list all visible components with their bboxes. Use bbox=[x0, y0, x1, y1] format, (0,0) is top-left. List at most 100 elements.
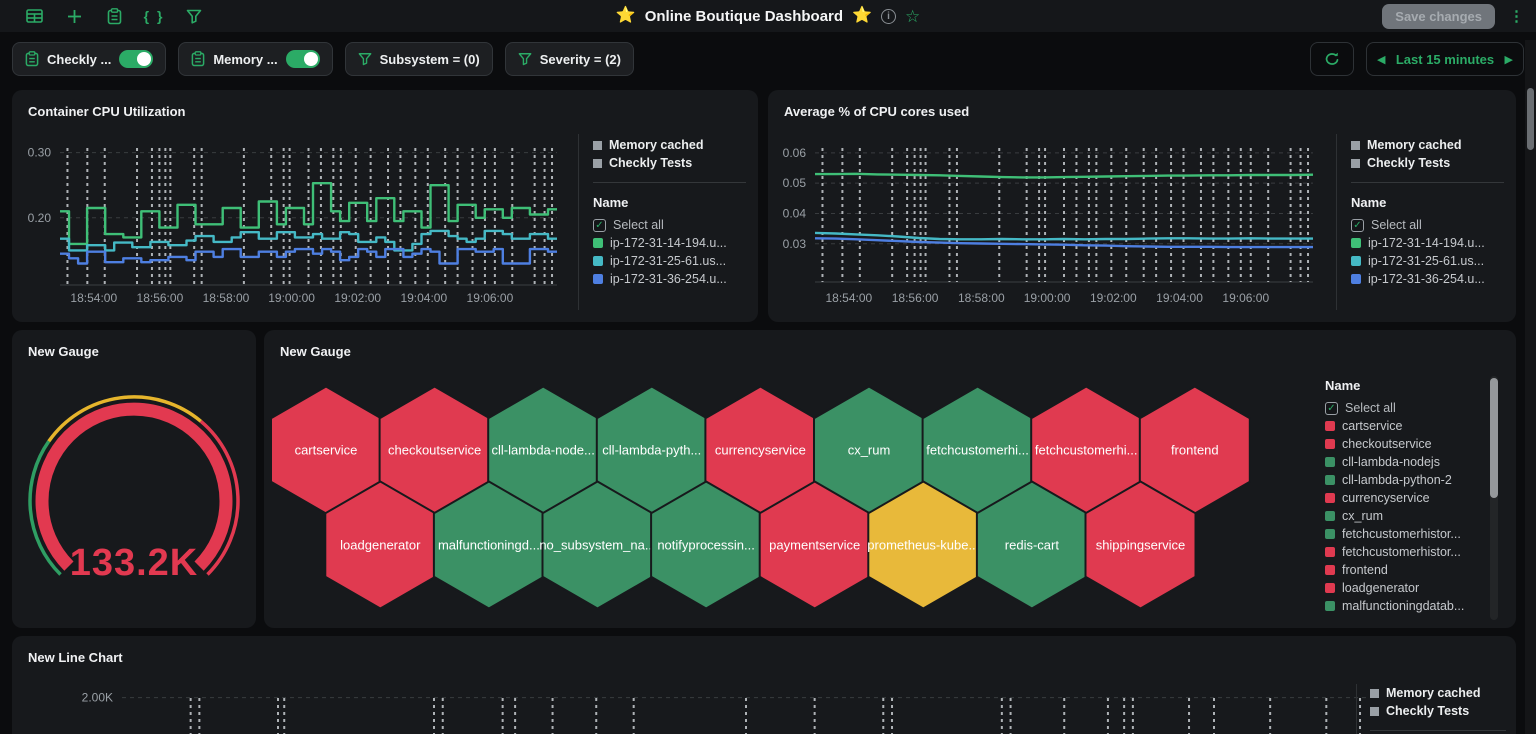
series-legend-item[interactable]: cll-lambda-python-2 bbox=[1325, 471, 1487, 489]
select-all-checkbox[interactable]: ✓ bbox=[1325, 401, 1338, 415]
chip-severity-filter[interactable]: Severity = (2) bbox=[504, 42, 634, 76]
series-legend-item[interactable]: ip-172-31-14-194.u... bbox=[1351, 234, 1504, 252]
annotation-legend: Memory cached Checkly Tests bbox=[1351, 136, 1504, 172]
select-all-checkbox[interactable]: ✓ bbox=[1351, 218, 1364, 232]
series-legend-item[interactable]: cll-lambda-nodejs bbox=[1325, 453, 1487, 471]
y-tick-label: 0.30 bbox=[28, 146, 52, 160]
panel-title: New Line Chart bbox=[28, 650, 123, 665]
annotation-legend-item[interactable]: Memory cached bbox=[1351, 136, 1504, 154]
chip-label: Checkly ... bbox=[47, 51, 112, 67]
time-forward-arrow[interactable]: ▶ bbox=[1504, 53, 1513, 66]
series-legend: ip-172-31-14-194.u... ip-172-31-25-61.us.… bbox=[1351, 234, 1504, 288]
series-line-ip-172-31-25-61us[interactable] bbox=[60, 229, 557, 252]
favorite-star-icon[interactable]: ☆ bbox=[904, 6, 921, 26]
series-line-ip-172-31-36-254u[interactable] bbox=[60, 247, 557, 265]
series-legend-item[interactable]: ip-172-31-25-61.us... bbox=[1351, 252, 1504, 270]
x-tick-label: 19:06:00 bbox=[1222, 291, 1269, 305]
legend-label: checkoutservice bbox=[1342, 437, 1432, 451]
page-scrollbar bbox=[1525, 40, 1536, 734]
hexagon-shippingservice[interactable] bbox=[1084, 480, 1197, 610]
kebab-menu-icon[interactable]: ⋮ bbox=[1509, 7, 1524, 25]
chip-label: Subsystem = (0) bbox=[379, 51, 480, 67]
chip-memory-annotation[interactable]: Memory ... bbox=[178, 42, 333, 76]
time-back-arrow[interactable]: ◀ bbox=[1377, 53, 1386, 66]
panel-container-cpu-utilization: Container CPU Utilization 0.30 0.20 18:54:… bbox=[12, 90, 758, 322]
checkly-toggle[interactable] bbox=[119, 50, 154, 68]
cpu-cores-chart[interactable]: 0.06 0.05 0.04 0.03 18:54:00 18:56:00 18:58:00… bbox=[768, 90, 1343, 322]
filter-funnel-icon bbox=[358, 53, 371, 66]
annotation-legend-item[interactable]: Memory cached bbox=[1370, 684, 1506, 702]
annotation-legend-item[interactable]: Checkly Tests bbox=[1351, 154, 1504, 172]
series-line-ip-172-31-36-254u[interactable] bbox=[814, 237, 1313, 249]
select-all-checkbox[interactable]: ✓ bbox=[593, 218, 606, 232]
series-legend-item[interactable]: malfunctioningdatab... bbox=[1325, 597, 1487, 615]
series-legend-item[interactable]: fetchcustomerhistor... bbox=[1325, 543, 1487, 561]
series-legend-item[interactable]: loadgenerator bbox=[1325, 579, 1487, 597]
series-line-ip-172-31-14-194u[interactable] bbox=[815, 172, 1314, 179]
legend-label: ip-172-31-36-254.u... bbox=[1368, 272, 1485, 286]
series-line-ip-172-31-14-194u[interactable] bbox=[60, 182, 557, 246]
select-all-row[interactable]: ✓ Select all bbox=[593, 216, 746, 234]
legend-label: fetchcustomerhistor... bbox=[1342, 527, 1461, 541]
hexagon-label: cll-lambda-node... bbox=[492, 443, 595, 458]
annotation-legend-item[interactable]: Memory cached bbox=[593, 136, 746, 154]
cpu-utilization-chart[interactable]: 0.30 0.20 18:54:00 18:56:00 18:58:00 19:00:00… bbox=[12, 90, 587, 322]
series-legend-item[interactable]: checkoutservice bbox=[1325, 435, 1487, 453]
legend-label: Checkly Tests bbox=[609, 156, 693, 170]
gauge-chart[interactable] bbox=[12, 330, 256, 628]
hexagon-label: checkoutservice bbox=[388, 443, 481, 458]
legend-swatch bbox=[1351, 140, 1360, 150]
clipboard-icon bbox=[25, 51, 39, 67]
gauge-arc-yellow bbox=[47, 395, 203, 443]
panel-new-line-chart: New Line Chart 2.00K Memory cached Checkl… bbox=[12, 636, 1516, 734]
panel-avg-cpu-cores: Average % of CPU cores used 0.06 0.05 0.04… bbox=[768, 90, 1516, 322]
chip-checkly-annotation[interactable]: Checkly ... bbox=[12, 42, 167, 76]
refresh-button[interactable] bbox=[1310, 42, 1354, 76]
series-line-ip-172-31-25-61us[interactable] bbox=[814, 231, 1313, 241]
hexagon-label: currencyservice bbox=[715, 443, 806, 458]
panel-title: New Gauge bbox=[280, 344, 351, 359]
legend-label: ip-172-31-25-61.us... bbox=[1368, 254, 1485, 268]
chip-label: Memory ... bbox=[213, 51, 278, 67]
series-legend-item[interactable]: fetchcustomerhistor... bbox=[1325, 525, 1487, 543]
clipboard-icon[interactable] bbox=[104, 6, 124, 26]
select-all-row[interactable]: ✓ Select all bbox=[1325, 399, 1487, 417]
legend-swatch bbox=[1325, 565, 1335, 575]
series-legend-item[interactable]: currencyservice bbox=[1325, 489, 1487, 507]
json-braces-icon[interactable]: { } bbox=[143, 8, 165, 24]
legend-header: Name bbox=[593, 195, 629, 210]
legend-label: Checkly Tests bbox=[1367, 156, 1451, 170]
filter-funnel-icon[interactable] bbox=[184, 6, 204, 26]
series-legend-item[interactable]: ip-172-31-36-254.u... bbox=[1351, 270, 1504, 288]
info-icon[interactable]: i bbox=[880, 8, 896, 24]
legend-label: loadgenerator bbox=[1342, 581, 1420, 595]
series-legend-item[interactable]: ip-172-31-25-61.us... bbox=[593, 252, 746, 270]
series-legend-item[interactable]: cx_rum bbox=[1325, 507, 1487, 525]
time-range-picker[interactable]: ◀ Last 15 minutes ▶ bbox=[1366, 42, 1524, 76]
new-line-chart[interactable]: 2.00K bbox=[12, 636, 1382, 734]
annotation-legend-item[interactable]: Checkly Tests bbox=[1370, 702, 1506, 720]
filter-funnel-icon bbox=[518, 53, 532, 66]
series-legend-item[interactable]: frontend bbox=[1325, 561, 1487, 579]
legend-swatch bbox=[593, 140, 602, 150]
series-legend-item[interactable]: ip-172-31-14-194.u... bbox=[593, 234, 746, 252]
add-widget-icon[interactable] bbox=[64, 6, 84, 26]
chip-subsystem-filter[interactable]: Subsystem = (0) bbox=[344, 42, 493, 76]
save-changes-button[interactable]: Save changes bbox=[1382, 3, 1495, 29]
series-legend-item[interactable]: ip-172-31-36-254.u... bbox=[593, 270, 746, 288]
page-scroll-thumb[interactable] bbox=[1527, 88, 1534, 150]
memory-toggle[interactable] bbox=[285, 50, 320, 68]
table-view-icon[interactable] bbox=[24, 6, 44, 26]
annotation-legend-item[interactable]: Checkly Tests bbox=[593, 154, 746, 172]
hexagon-label: shippingservice bbox=[1096, 538, 1186, 553]
x-tick-label: 19:04:00 bbox=[1156, 291, 1203, 305]
x-tick-label: 19:02:00 bbox=[334, 291, 381, 305]
series-legend-item[interactable]: cartservice bbox=[1325, 417, 1487, 435]
hex-legend-scroll-thumb[interactable] bbox=[1490, 378, 1498, 498]
x-tick-label: 19:02:00 bbox=[1090, 291, 1137, 305]
legend-label: ip-172-31-14-194.u... bbox=[1368, 236, 1485, 250]
x-tick-label: 18:54:00 bbox=[826, 291, 873, 305]
select-all-row[interactable]: ✓ Select all bbox=[1351, 216, 1504, 234]
legend-swatch bbox=[1325, 547, 1335, 557]
hexagon-grid[interactable]: cartservice checkoutservice cll-lambda-nod… bbox=[264, 330, 1516, 628]
